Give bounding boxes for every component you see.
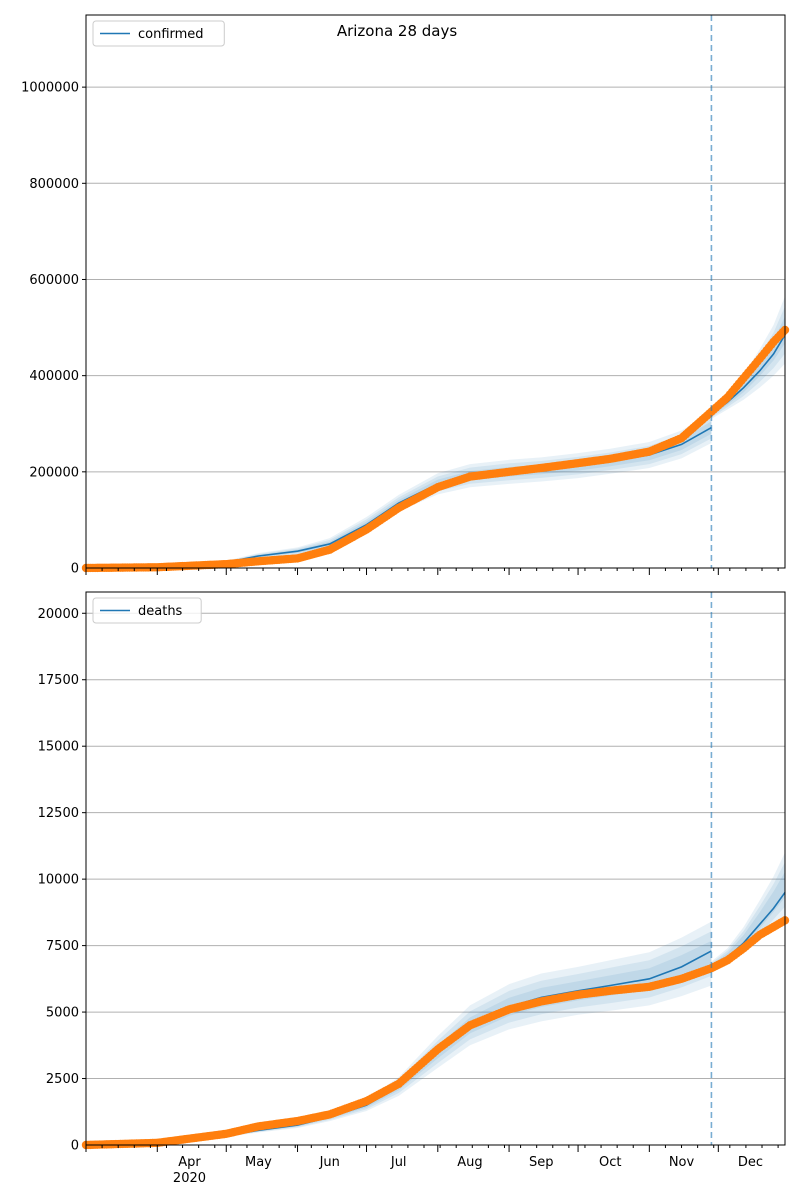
uncertainty-band <box>711 862 785 971</box>
axes-frame <box>85 591 786 1146</box>
axes-frame <box>85 14 786 569</box>
x-tick-label: Jul <box>390 1155 407 1170</box>
confirmed-panel: 0 200000 400000 600000 800000 1000000 confirme… <box>21 14 790 577</box>
x-tick-label: Apr <box>178 1155 201 1170</box>
deaths-panel: 0 2500 5000 7500 10000 12500 15000 17500 20000 Ap… <box>38 591 790 1186</box>
x-tick-label: Sep <box>529 1155 554 1170</box>
y-tick-label: 2500 <box>46 1072 79 1087</box>
y-tick-label: 15000 <box>38 740 79 755</box>
y-tick-label: 800000 <box>29 177 79 192</box>
legend: confirmed <box>92 20 225 47</box>
y-tick-label: 17500 <box>38 673 79 688</box>
x-tick-year-label: 2020 <box>173 1171 206 1186</box>
y-tick-label: 1000000 <box>21 81 79 96</box>
y-tick-label: 5000 <box>46 1006 79 1021</box>
x-tick-label: Jun <box>319 1155 340 1170</box>
y-tick-label: 0 <box>71 562 79 577</box>
x-tick-label: Dec <box>738 1155 763 1170</box>
y-tick-label: 7500 <box>46 939 79 954</box>
y-tick-label: 400000 <box>29 369 79 384</box>
legend-label: confirmed <box>138 27 204 42</box>
legend: deaths <box>92 597 202 624</box>
y-tick-label: 0 <box>71 1139 79 1154</box>
x-tick-label: Aug <box>457 1155 482 1170</box>
x-tick-label: Oct <box>599 1155 621 1170</box>
y-tick-label: 20000 <box>38 607 79 622</box>
uncertainty-band <box>86 940 712 1145</box>
x-tick-label: May <box>245 1155 272 1170</box>
x-tick-label: Nov <box>669 1155 695 1170</box>
y-tick-label: 10000 <box>38 873 79 888</box>
legend-label: deaths <box>138 604 183 619</box>
y-tick-label: 12500 <box>38 806 79 821</box>
legend-box <box>92 20 225 47</box>
uncertainty-band <box>86 931 712 1145</box>
uncertainty-band <box>86 921 712 1145</box>
y-tick-label: 600000 <box>29 273 79 288</box>
y-tick-label: 200000 <box>29 465 79 480</box>
legend-box <box>92 597 202 624</box>
figure-title: Arizona 28 days <box>337 22 458 40</box>
